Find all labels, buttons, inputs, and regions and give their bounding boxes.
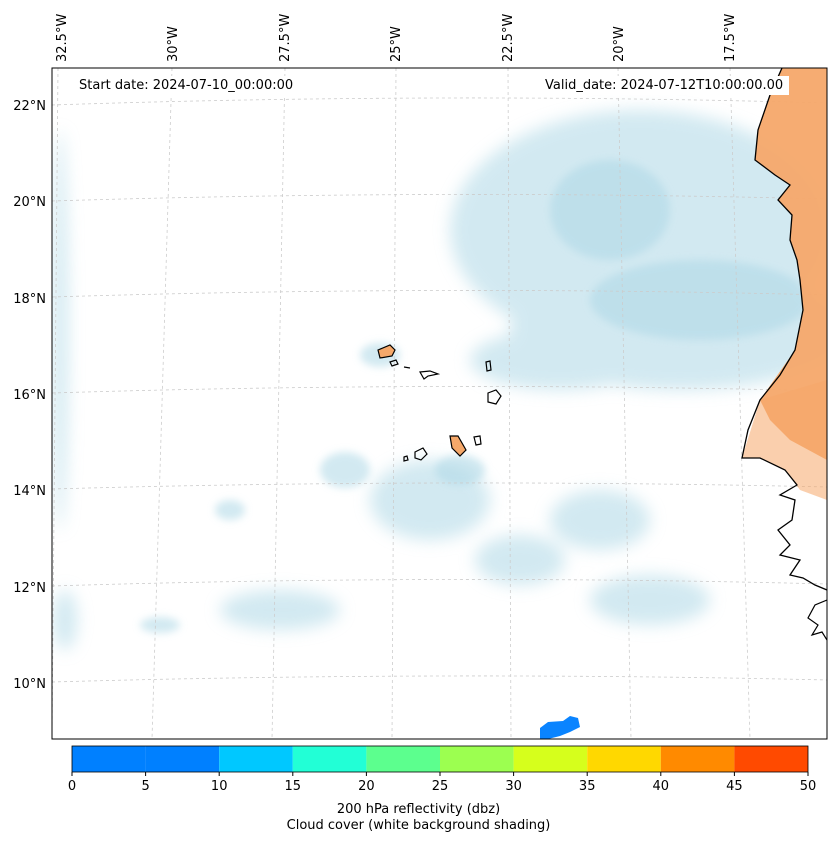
colorbar-tick-label: 15 [285, 779, 302, 794]
colorbar-segment [72, 746, 146, 772]
lon-label: 32.5°W [55, 14, 70, 62]
gridline-lat [52, 194, 827, 202]
land-orange-north [755, 68, 827, 460]
lat-label: 16°N [13, 388, 46, 403]
colorbar-tick-label: 0 [68, 779, 76, 794]
island-maio [473, 435, 482, 446]
colorbar-tick-label: 30 [505, 779, 522, 794]
coastline-africa-south [807, 599, 827, 641]
cloud-patch [470, 330, 650, 390]
cloud-cover-shading [52, 110, 827, 650]
colorbar-label: 200 hPa reflectivity (dbz) [336, 802, 501, 817]
gridline-lat [52, 482, 827, 490]
start-date-label: Start date: 2024-07-10_00:00:00 [73, 76, 300, 95]
reflectivity-patch [540, 716, 580, 739]
island-santiago [449, 435, 467, 457]
island-brava [403, 455, 409, 462]
cloud-core [550, 160, 670, 260]
coastline-africa [741, 68, 827, 591]
colorbar-segment [660, 746, 735, 772]
colorbar-tick-label: 50 [800, 779, 817, 794]
lon-tick-labels: 32.5°W 30°W 27.5°W 25°W 22.5°W 20°W 17.5… [55, 14, 738, 62]
colorbar: 0 5 10 15 20 25 30 35 40 45 50 [68, 745, 817, 794]
cloud-strip-west [52, 130, 68, 530]
lon-label: 27.5°W [278, 14, 293, 62]
colorbar-sublabel: Cloud cover (white background shading) [286, 818, 551, 833]
lon-label: 20°W [612, 26, 627, 62]
lat-label: 12°N [13, 581, 46, 596]
colorbar-tick-label: 25 [432, 779, 449, 794]
lat-label: 14°N [13, 484, 46, 499]
gridline-lon [507, 68, 512, 739]
lon-label: 25°W [389, 26, 404, 62]
island-sao-nicolau [419, 370, 441, 380]
island-sao-vicente [389, 359, 399, 367]
africa-coast [741, 68, 827, 641]
colorbar-tick-label: 20 [358, 779, 375, 794]
lat-label: 20°N [13, 195, 46, 210]
lat-label: 18°N [13, 292, 46, 307]
cloud-patch [320, 452, 370, 488]
island-sal [485, 360, 492, 372]
colorbar-segment [366, 746, 440, 772]
gridline-lat [52, 579, 827, 587]
lat-tick-labels: 22°N 20°N 18°N 16°N 14°N 12°N 10°N [13, 99, 46, 692]
gridline-lon [617, 68, 632, 739]
cloud-patch [140, 617, 180, 633]
graticule [52, 68, 827, 739]
island-fogo [414, 447, 428, 461]
lon-label: 30°W [166, 26, 181, 62]
map-frame [51, 67, 828, 740]
cloud-patch [220, 590, 340, 630]
gridline-lat [52, 290, 827, 298]
island-santa-luzia [403, 366, 411, 369]
island-santo-antao [377, 344, 396, 359]
colorbar-tick-label: 40 [653, 779, 670, 794]
colorbar-segment [587, 746, 661, 772]
gridline-lon [729, 68, 751, 739]
gridline-lat [52, 97, 827, 106]
lat-label: 22°N [13, 99, 46, 114]
map-area [52, 68, 827, 739]
colorbar-segment [734, 746, 808, 772]
cloud-patch [590, 575, 710, 625]
cloud-core [590, 260, 810, 340]
gridline-lat [52, 386, 827, 394]
gridline-lon [151, 68, 173, 739]
lon-label: 17.5°W [723, 14, 738, 62]
lat-label: 10°N [13, 677, 46, 692]
cloud-patch [550, 490, 650, 550]
colorbar-tick-label: 10 [211, 779, 228, 794]
gridline-lon [391, 68, 397, 739]
valid-date-label: Valid_date: 2024-07-12T10:00:00.00 [539, 76, 790, 95]
colorbar-tick-label: 5 [141, 779, 149, 794]
colorbar-tick-label: 35 [579, 779, 596, 794]
colorbar-tick-label: 45 [726, 779, 743, 794]
gridline-lat [52, 675, 827, 683]
land-orange-south [742, 380, 827, 500]
lon-label: 22.5°W [501, 14, 516, 62]
cloud-patch [53, 590, 77, 650]
colorbar-segment [440, 746, 514, 772]
gridline-lon [271, 68, 286, 739]
colorbar-segment [145, 746, 220, 772]
colorbar-segment [292, 746, 367, 772]
island-boa-vista [487, 389, 502, 405]
cape-verde-islands [377, 344, 502, 462]
colorbar-segment [513, 746, 588, 772]
cloud-patch [215, 500, 245, 520]
cloud-patch [475, 535, 565, 585]
colorbar-segment [219, 746, 293, 772]
gridline-lon [52, 68, 59, 739]
cloud-patch [435, 455, 485, 485]
